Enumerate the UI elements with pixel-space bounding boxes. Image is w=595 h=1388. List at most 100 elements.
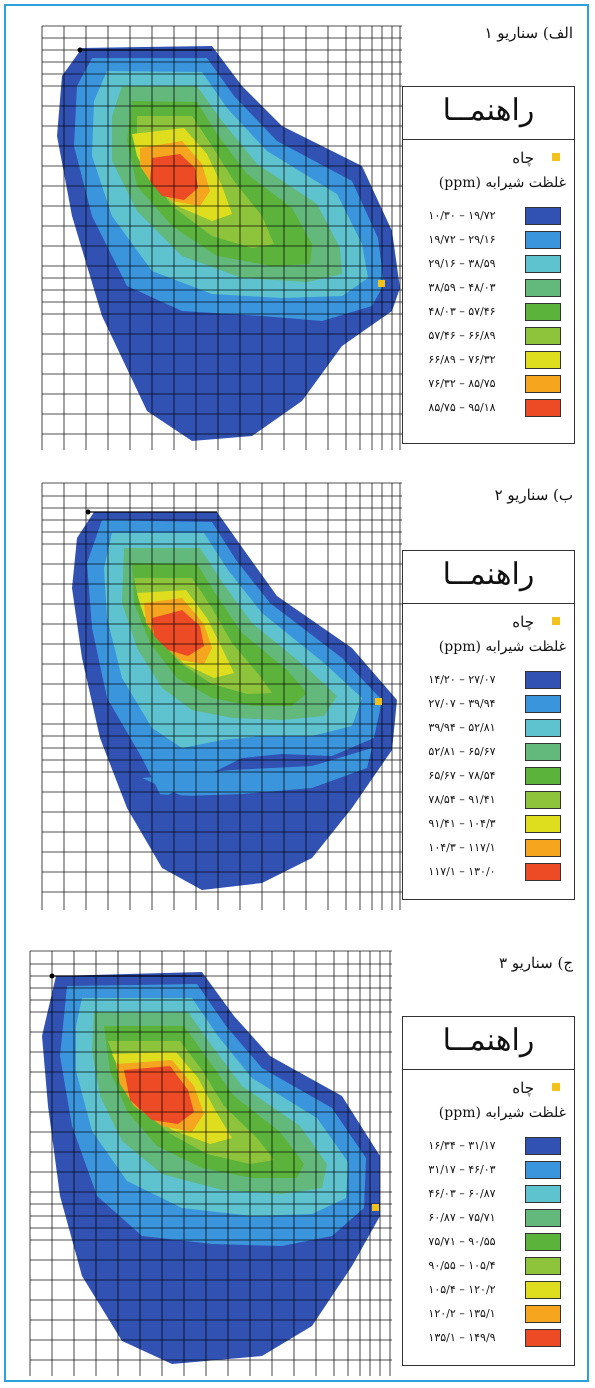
scenario-2-legend-divider [403,603,574,604]
scenario-3-panel: ج) سناریو ۳ راهنمــا چاه غلظت شیرابه (pp… [12,946,585,1376]
scenario-1-panel: الف) سناریو ۱ راهنمــا چاه غلظت شیرابه (… [12,16,585,450]
legend-bin-swatch [525,255,561,273]
scenario-1-plume-map [41,25,402,450]
legend-bin-swatch [525,1257,561,1275]
legend-bin-label: ۷۸/۵۴ – ۹۱/۴۱ [428,793,496,806]
scenario-1-legend-divider [403,139,574,140]
scenario-3-legend-title: راهنمــا [442,1023,535,1058]
legend-bin: ۷۶/۳۲ – ۸۵/۷۵ [413,375,575,393]
scenario-3-title: ج) سناریو ۳ [499,954,573,972]
legend-bin: ۳۱/۱۷ – ۴۶/۰۳ [413,1161,575,1179]
legend-bin: ۱۶/۳۴ – ۳۱/۱۷ [413,1137,575,1155]
legend-bin-swatch [525,327,561,345]
legend-bin: ۱۰/۳۰ – ۱۹/۷۲ [413,207,575,225]
scenario-2-contours [72,512,397,890]
legend-bin: ۸۵/۷۵ – ۹۵/۱۸ [413,399,575,417]
legend-bin-label: ۱۲۰/۲ – ۱۳۵/۱ [428,1307,496,1320]
legend-bin-label: ۸۵/۷۵ – ۹۵/۱۸ [428,401,496,414]
legend-bin-label: ۷۶/۳۲ – ۸۵/۷۵ [428,377,496,390]
legend-bin: ۶۰/۸۷ – ۷۵/۷۱ [413,1209,575,1227]
legend-bin-label: ۶۵/۶۷ – ۷۸/۵۴ [428,769,496,782]
legend-bin-label: ۴۶/۰۳ – ۶۰/۸۷ [428,1187,496,1200]
legend-bin-swatch [525,791,561,809]
scenario-3-well-marker [372,1204,379,1211]
legend-bin: ۳۹/۹۴ – ۵۲/۸۱ [413,719,575,737]
legend-bin: ۶۶/۸۹ – ۷۶/۳۲ [413,351,575,369]
scenario-2-legend-title: راهنمــا [442,557,535,592]
legend-bin-label: ۱۹/۷۲ – ۲۹/۱۶ [428,233,496,246]
legend-bin-label: ۱۰۵/۴ – ۱۲۰/۲ [428,1283,496,1296]
scenario-3-well-legend: چاه [512,1079,560,1097]
scenario-2-legend: راهنمــا چاه غلظت شیرابه (ppm) ۱۴/۲۰ – ۲… [402,550,575,900]
legend-bin: ۶۵/۶۷ – ۷۸/۵۴ [413,767,575,785]
well-square-icon [552,617,560,625]
legend-bin: ۵۲/۸۱ – ۶۵/۶۷ [413,743,575,761]
legend-bin-swatch [525,767,561,785]
legend-bin-swatch [525,719,561,737]
legend-bin: ۱۲۰/۲ – ۱۳۵/۱ [413,1305,575,1323]
well-square-icon [552,1083,560,1091]
legend-bin-label: ۱۰۴/۳ – ۱۱۷/۱ [428,841,496,854]
legend-bin-swatch [525,695,561,713]
legend-bin-swatch [525,303,561,321]
scenario-1-reference-point [77,47,83,53]
legend-bin-label: ۵۲/۸۱ – ۶۵/۶۷ [428,745,496,758]
legend-bin-swatch [525,743,561,761]
legend-bin-label: ۹۱/۴۱ – ۱۰۴/۳ [428,817,496,830]
scenario-3-legend: راهنمــا چاه غلظت شیرابه (ppm) ۱۶/۳۴ – ۳… [402,1016,575,1366]
scenario-2-well-marker [375,698,382,705]
scenario-2-plume-map [41,482,402,910]
scenario-1-well-legend: چاه [512,149,560,167]
legend-bin-label: ۷۵/۷۱ – ۹۰/۵۵ [428,1235,496,1248]
legend-bin-label: ۱۳۵/۱ – ۱۴۹/۹ [428,1331,496,1344]
well-square-icon [552,153,560,161]
legend-bin-label: ۶۶/۸۹ – ۷۶/۳۲ [428,353,496,366]
scenario-3-contours [42,972,380,1364]
legend-bin-swatch [525,839,561,857]
legend-bin-label: ۳۱/۱۷ – ۴۶/۰۳ [428,1163,496,1176]
scenario-2-well-legend: چاه [512,613,560,631]
scenario-1-well-marker [378,280,385,287]
legend-bin-label: ۹۰/۵۵ – ۱۰۵/۴ [428,1259,496,1272]
legend-bin: ۱۹/۷۲ – ۲۹/۱۶ [413,231,575,249]
scenario-2-concentration-title: غلظت شیرابه (ppm) [438,639,566,655]
legend-bin-swatch [525,863,561,881]
legend-bin-swatch [525,1161,561,1179]
legend-bin: ۱۰۵/۴ – ۱۲۰/۲ [413,1281,575,1299]
legend-bin-swatch [525,351,561,369]
legend-bin: ۱۴/۲۰ – ۲۷/۰۷ [413,671,575,689]
scenario-1-contours [57,46,400,441]
legend-bin-label: ۱۴/۲۰ – ۲۷/۰۷ [428,673,496,686]
scenario-2-title: ب) سناریو ۲ [494,486,573,504]
legend-bin-label: ۳۹/۹۴ – ۵۲/۸۱ [428,721,496,734]
legend-bin-label: ۳۸/۵۹ – ۴۸/۰۳ [428,281,496,294]
legend-bin: ۲۹/۱۶ – ۳۸/۵۹ [413,255,575,273]
legend-bin: ۲۷/۰۷ – ۳۹/۹۴ [413,695,575,713]
scenario-3-plume-map [29,950,392,1376]
legend-bin: ۴۸/۰۳ – ۵۷/۴۶ [413,303,575,321]
legend-bin-label: ۱۱۷/۱ – ۱۳۰/۰ [428,865,496,878]
legend-bin-swatch [525,207,561,225]
scenario-2-reference-point [85,509,91,515]
legend-bin: ۱۳۵/۱ – ۱۴۹/۹ [413,1329,575,1347]
legend-bin-label: ۵۷/۴۶ – ۶۶/۸۹ [428,329,496,342]
legend-bin-swatch [525,671,561,689]
legend-bin-swatch [525,1209,561,1227]
legend-bin-swatch [525,1137,561,1155]
scenario-1-concentration-title: غلظت شیرابه (ppm) [438,175,566,191]
scenario-2-well-label: چاه [512,613,534,631]
legend-bin-label: ۴۸/۰۳ – ۵۷/۴۶ [428,305,496,318]
scenario-1-grid [41,25,402,450]
legend-bin: ۳۸/۵۹ – ۴۸/۰۳ [413,279,575,297]
legend-bin: ۷۸/۵۴ – ۹۱/۴۱ [413,791,575,809]
legend-bin-swatch [525,231,561,249]
scenario-3-grid [29,950,392,1376]
legend-bin-swatch [525,1305,561,1323]
legend-bin: ۱۰۴/۳ – ۱۱۷/۱ [413,839,575,857]
legend-bin-label: ۶۰/۸۷ – ۷۵/۷۱ [428,1211,496,1224]
scenario-1-legend-title: راهنمــا [442,93,535,128]
legend-bin-swatch [525,399,561,417]
legend-bin: ۹۰/۵۵ – ۱۰۵/۴ [413,1257,575,1275]
scenario-3-legend-divider [403,1069,574,1070]
legend-bin: ۵۷/۴۶ – ۶۶/۸۹ [413,327,575,345]
